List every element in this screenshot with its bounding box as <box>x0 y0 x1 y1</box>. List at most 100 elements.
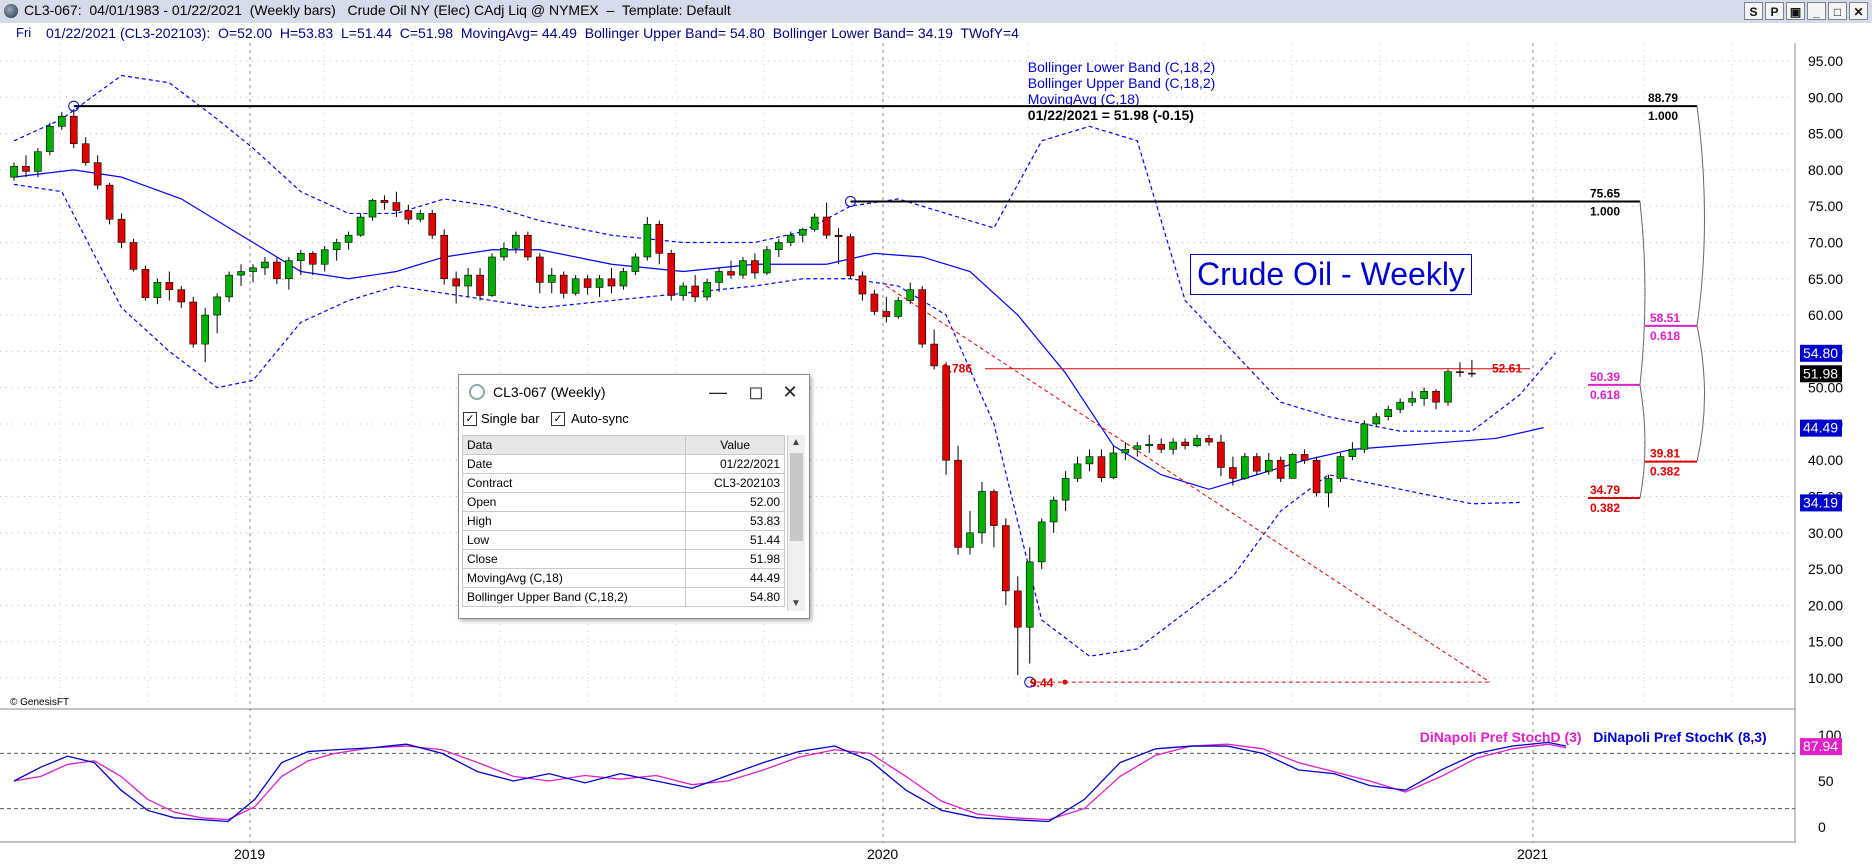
candle-body <box>751 260 759 274</box>
price-tick-label: 90.00 <box>1808 89 1843 105</box>
candle-body <box>727 271 735 276</box>
price-tick-label: 60.00 <box>1808 307 1843 323</box>
candle-body <box>595 278 604 288</box>
candle-body <box>643 224 652 258</box>
candle-body <box>392 202 401 211</box>
candle-body <box>476 274 484 296</box>
table-row[interactable]: Bollinger Upper Band (C,18,2) 54.80 <box>461 587 785 607</box>
candle-body <box>57 115 66 127</box>
price-tag-label: 51.98 <box>1803 365 1838 381</box>
data-table: Data Value Date 01/22/2021 Contract CL3-20… <box>461 435 785 607</box>
price-tick-label: 95.00 <box>1808 53 1843 69</box>
table-row[interactable]: Low 51.44 <box>461 530 785 550</box>
window-title-bar: CL3-067: 04/01/1983 - 01/22/2021 (Weekly… <box>0 0 1872 24</box>
minimize-button[interactable]: _ <box>1807 2 1826 20</box>
candle-body <box>356 216 365 236</box>
scroll-up-icon[interactable]: ▲ <box>791 437 801 448</box>
candle-body <box>1085 456 1094 465</box>
legend-stoch-d[interactable]: DiNapoli Pref StochD (3) <box>1419 729 1582 745</box>
candle-body <box>1229 467 1237 479</box>
data-window-title-bar[interactable]: CL3-067 (Weekly) — ◻ ✕ <box>459 375 809 409</box>
price-tag-label: 54.80 <box>1803 345 1838 361</box>
window-title: CL3-067: 04/01/1983 - 01/22/2021 (Weekly… <box>24 2 731 18</box>
candle-body <box>1169 441 1177 450</box>
candle-body <box>308 253 317 265</box>
candle-body <box>559 274 568 294</box>
candle-body <box>631 256 640 272</box>
table-row[interactable]: MovingAvg (C,18) 44.49 <box>461 568 785 588</box>
candle-body <box>1324 478 1333 494</box>
fib-label: 0.786 <box>942 362 972 376</box>
column-header-data[interactable]: Data <box>461 435 687 455</box>
maximize-icon[interactable]: ◻ <box>748 382 764 402</box>
price-tag <box>1800 419 1842 437</box>
s-button[interactable]: S <box>1744 2 1763 20</box>
column-header-value[interactable]: Value <box>685 435 785 455</box>
fib-label: 75.65 <box>1590 186 1620 200</box>
window-icon-button[interactable]: ▣ <box>1786 2 1805 20</box>
restore-button[interactable]: □ <box>1828 2 1847 20</box>
candle-body <box>34 151 42 172</box>
table-row[interactable]: Close 51.98 <box>461 549 785 569</box>
candle-body <box>535 256 544 283</box>
fib-label: 58.51 <box>1650 311 1680 325</box>
candle-body <box>966 532 974 548</box>
osc-value-label: 87.94 <box>1803 738 1838 754</box>
candle-body <box>46 126 54 153</box>
row-value: 52.00 <box>685 492 785 512</box>
candle-body <box>1181 441 1189 447</box>
candle-body <box>667 253 676 296</box>
candle-body <box>1372 416 1381 425</box>
scroll-thumb[interactable] <box>790 453 803 541</box>
table-header-row: Data Value <box>461 435 785 455</box>
single-bar-label[interactable]: Single bar <box>481 411 540 426</box>
legend-stoch-k[interactable]: DiNapoli Pref StochK (8,3) <box>1593 729 1767 745</box>
price-tick-label: 70.00 <box>1808 234 1843 250</box>
window-buttons: S P ▣ _ □ ✕ <box>1744 2 1868 20</box>
table-row[interactable]: Date 01/22/2021 <box>461 454 785 474</box>
candle-body <box>141 269 150 298</box>
table-row[interactable]: Open 52.00 <box>461 492 785 512</box>
row-label: Low <box>461 530 687 550</box>
price-tick-label: 15.00 <box>1808 634 1843 650</box>
chart-canvas[interactable]: 95.00 90.00 85.00 80.00 75.00 70.00 65.00 60.00… <box>0 43 1872 864</box>
scroll-down-icon[interactable]: ▼ <box>791 598 801 609</box>
candle-body <box>1217 441 1225 468</box>
close-icon[interactable]: ✕ <box>782 382 798 402</box>
row-value: 51.98 <box>685 549 785 569</box>
single-bar-checkbox[interactable]: ✓ <box>463 412 477 426</box>
candle-body <box>1348 449 1357 457</box>
candle-body <box>22 165 30 172</box>
fib-label: 0.618 <box>1590 388 1620 402</box>
candle-body <box>1336 456 1345 479</box>
fib-bracket <box>1696 106 1705 462</box>
table-row[interactable]: High 53.83 <box>461 511 785 531</box>
info-text: 01/22/2021 (CL3-202103): O=52.00 H=53.83… <box>46 25 1019 41</box>
auto-sync-checkbox[interactable]: ✓ <box>551 412 565 426</box>
stoch-d-line <box>13 743 1567 821</box>
auto-sync-label[interactable]: Auto-sync <box>571 411 629 426</box>
p-button[interactable]: P <box>1765 2 1784 20</box>
legend-boll-upper[interactable]: Bollinger Upper Band (C,18,2) <box>1027 75 1216 91</box>
candle-body <box>1408 398 1416 403</box>
candle-body <box>201 314 209 345</box>
row-value: 44.49 <box>685 568 785 588</box>
candle-body <box>930 343 938 367</box>
legend-boll-lower[interactable]: Bollinger Lower Band (C,18,2) <box>1027 59 1216 75</box>
candle-body <box>1444 371 1452 403</box>
data-window[interactable]: CL3-067 (Weekly) — ◻ ✕ ✓ Single bar ✓ Au… <box>458 374 810 619</box>
osc-tick-label: 0 <box>1818 819 1826 835</box>
candle-body <box>1300 454 1309 461</box>
minimize-icon[interactable]: — <box>709 382 727 402</box>
legend-moving-avg[interactable]: MovingAvg (C,18) <box>1027 91 1140 107</box>
candle-body <box>1205 438 1213 443</box>
time-tick-label: 2019 <box>234 846 265 862</box>
close-button[interactable]: ✕ <box>1849 2 1868 20</box>
candle-body <box>1061 478 1070 501</box>
candle-body <box>882 311 891 317</box>
fib-label: 0.618 <box>1650 329 1680 343</box>
time-tick-label: 2020 <box>867 846 898 862</box>
table-row[interactable]: Contract CL3-202103 <box>461 473 785 493</box>
candle-body <box>1420 390 1428 399</box>
data-window-scrollbar[interactable]: ▲ ▼ <box>787 435 805 611</box>
